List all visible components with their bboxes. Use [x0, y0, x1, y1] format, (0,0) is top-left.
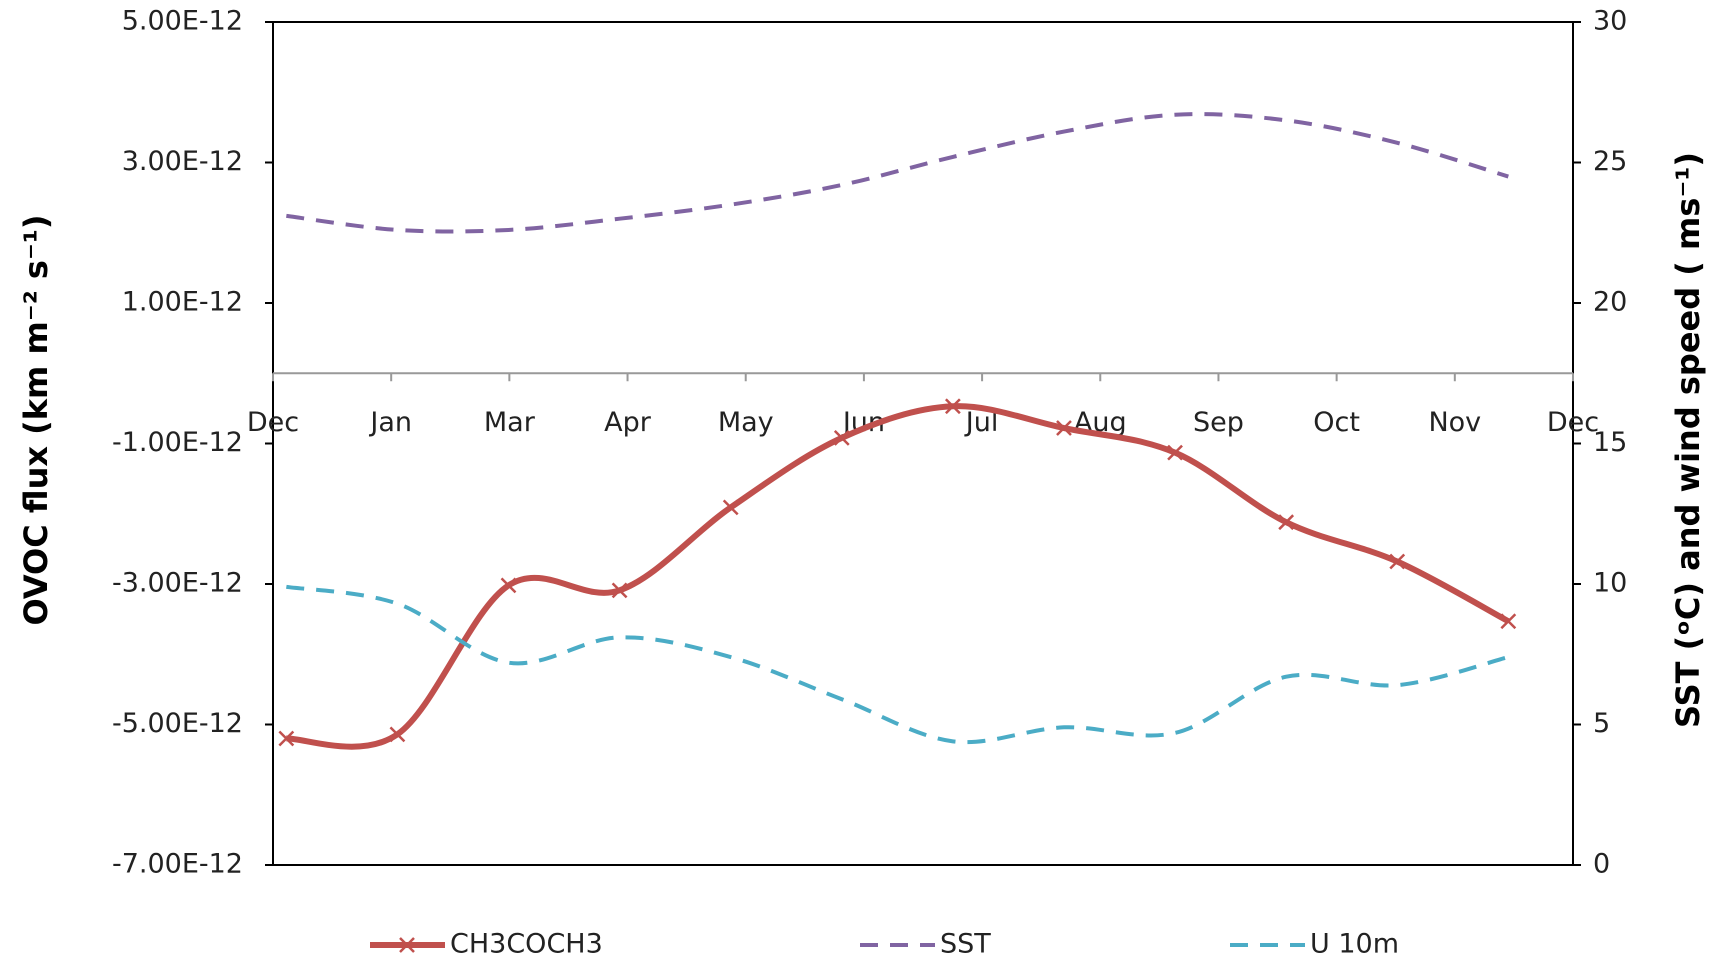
- legend-marker: [399, 937, 415, 953]
- y2-tick-label: 25: [1593, 146, 1627, 177]
- legend-label: SST: [940, 929, 991, 960]
- point-marker: [1500, 613, 1517, 630]
- series-line: [286, 112, 1509, 234]
- point-marker: [500, 577, 517, 594]
- plot-frame: [272, 21, 1574, 866]
- point-marker: [1056, 420, 1072, 436]
- point-marker: [611, 582, 628, 599]
- y2-tick-label: 5: [1593, 708, 1610, 739]
- x-tick-label: Dec: [1547, 407, 1599, 438]
- x-tick-label: Sep: [1193, 407, 1244, 438]
- point-marker: [278, 730, 295, 747]
- x-tick-label: Nov: [1428, 407, 1481, 438]
- y-axis-title: OVOC flux (km m⁻² s⁻¹): [17, 214, 55, 625]
- point-marker: [722, 499, 739, 516]
- point-marker: [944, 398, 961, 415]
- y-tick-label: -7.00E-12: [112, 849, 243, 880]
- legend-label: CH3COCH3: [450, 929, 603, 960]
- series-line: [286, 584, 1509, 745]
- point-marker: [1167, 444, 1183, 461]
- y2-tick-label: 20: [1593, 287, 1627, 318]
- x-tick-label: Mar: [484, 407, 536, 438]
- x-tick-label: Jan: [368, 407, 412, 438]
- y-tick-label: 1.00E-12: [122, 287, 243, 318]
- series-line: [286, 403, 1510, 750]
- point-marker: [1278, 514, 1295, 531]
- y-tick-label: -5.00E-12: [112, 708, 243, 739]
- point-marker: [1389, 553, 1406, 570]
- y2-tick-label: 0: [1593, 849, 1610, 880]
- y-tick-label: -3.00E-12: [112, 568, 243, 599]
- legend-label: U 10m: [1310, 929, 1399, 960]
- y-tick-label: 3.00E-12: [122, 146, 243, 177]
- y2-tick-label: 30: [1593, 6, 1627, 37]
- y2-tick-label: 15: [1593, 427, 1627, 458]
- x-tick-label: Dec: [247, 407, 299, 438]
- x-tick-label: Oct: [1313, 407, 1360, 438]
- y-tick-label: 5.00E-12: [122, 6, 243, 37]
- y2-axis-title: SST (ᵒC) and wind speed ( ms⁻¹): [1669, 152, 1707, 728]
- x-tick-label: May: [718, 407, 774, 438]
- point-marker: [389, 726, 406, 743]
- x-tick-label: Apr: [604, 407, 652, 438]
- y-tick-label: -1.00E-12: [112, 427, 243, 458]
- point-marker: [833, 429, 850, 446]
- y2-tick-label: 10: [1593, 568, 1627, 599]
